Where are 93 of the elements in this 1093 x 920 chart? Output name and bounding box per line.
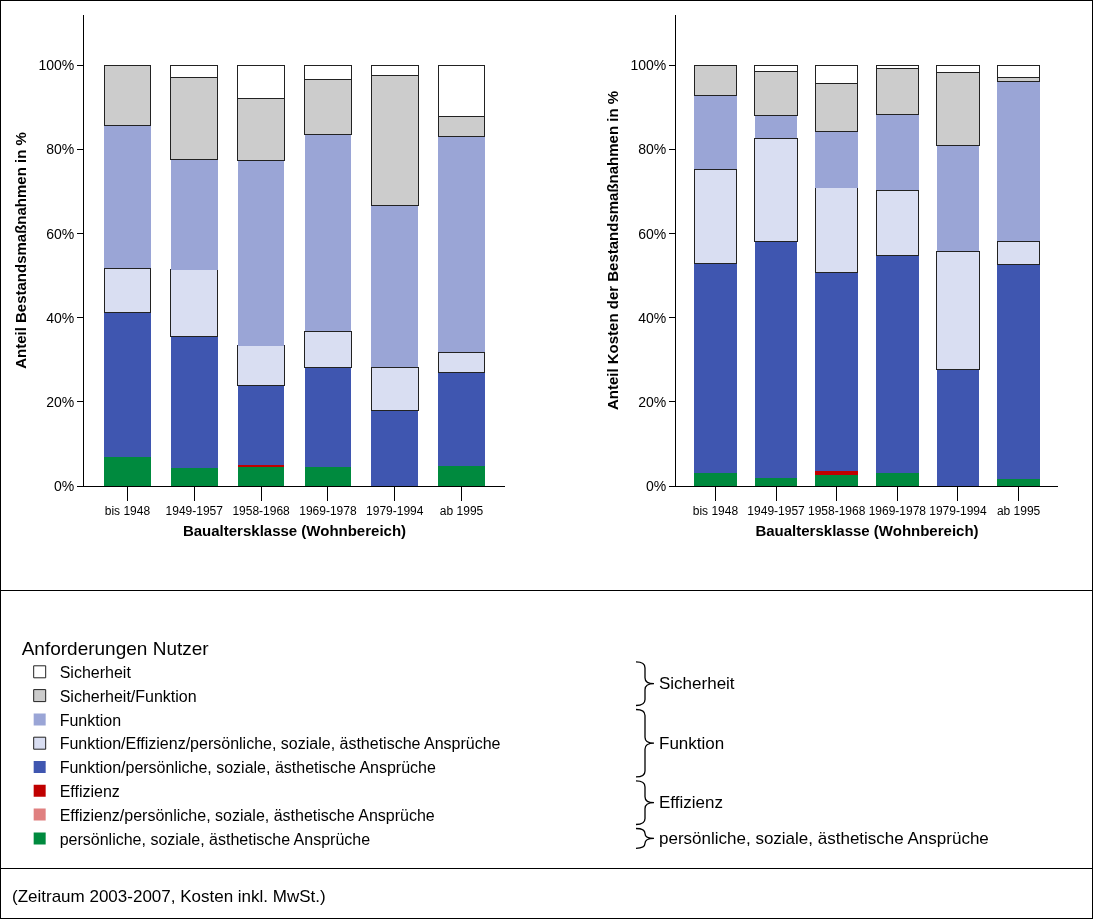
bar xyxy=(304,134,352,332)
x-tick-label: 1949-1957 xyxy=(165,504,224,519)
y-tick-label: 60% xyxy=(638,225,667,242)
bar xyxy=(170,269,219,337)
x-tick-label: 1969-1978 xyxy=(299,504,357,519)
bar xyxy=(996,240,1041,265)
bar xyxy=(936,369,980,486)
bar xyxy=(754,241,798,478)
x-tick-label: ab 1995 xyxy=(996,504,1041,519)
x-axis-title: Baualtersklasse (Wohnbereich) xyxy=(755,522,979,540)
x-tick-label: bis 1948 xyxy=(104,504,151,519)
bar xyxy=(997,479,1040,486)
bar xyxy=(815,474,858,486)
bar xyxy=(997,264,1040,480)
legend-label: Sicherheit xyxy=(59,664,132,682)
y-tick-label: 40% xyxy=(46,309,75,326)
bar xyxy=(371,205,419,368)
bar xyxy=(237,345,285,386)
legend-label: Funktion/persönliche, soziale, ästhetische Ansprüche xyxy=(59,759,436,777)
bar xyxy=(693,168,738,265)
text: Effizienz xyxy=(659,793,723,812)
bar xyxy=(875,189,920,256)
bar xyxy=(936,250,980,371)
y-tick-label: 60% xyxy=(46,225,75,242)
legend-label: Sicherheit/Funktion xyxy=(59,687,197,705)
x-tick-label: 1949-1957 xyxy=(747,504,806,519)
bar xyxy=(875,67,920,115)
bar xyxy=(876,472,919,486)
y-tick-label: 40% xyxy=(638,309,667,326)
y-tick-label: 100% xyxy=(630,57,667,74)
bar xyxy=(437,351,486,374)
legend-title: Anforderungen Nutzer xyxy=(21,637,210,659)
x-axis-title: Baualtersklasse (Wohnbereich) xyxy=(182,522,407,540)
bar xyxy=(754,115,798,139)
bar xyxy=(815,471,858,475)
bar xyxy=(694,95,737,170)
bar xyxy=(304,367,352,467)
legend-label: Funktion xyxy=(59,711,122,729)
bar xyxy=(170,336,218,469)
legend-label: Effizienz xyxy=(59,783,120,801)
bar xyxy=(815,272,858,472)
x-tick-label: bis 1948 xyxy=(692,504,739,519)
x-tick-label: 1958-1968 xyxy=(807,504,866,519)
y-tick-label: 100% xyxy=(38,57,75,74)
y-tick-label: 80% xyxy=(638,141,667,158)
bar xyxy=(693,64,738,96)
y-tick-label: 80% xyxy=(46,141,75,158)
bar xyxy=(694,472,737,486)
bar xyxy=(370,366,419,411)
text: Funktion xyxy=(659,734,725,753)
bar xyxy=(997,81,1040,242)
bar xyxy=(438,372,485,466)
text: Sicherheit xyxy=(659,674,735,693)
x-tick-label: 1979-1994 xyxy=(366,504,424,519)
text: (Zeitraum 2003-2007, Kosten inkl. MwSt.) xyxy=(12,887,326,906)
bar xyxy=(694,263,737,473)
bar xyxy=(876,114,919,191)
bar xyxy=(104,456,151,486)
y-axis-title: Anteil Kosten der Bestandsmaßnahmen in % xyxy=(603,90,621,411)
y-tick-label: 20% xyxy=(638,393,667,410)
y-tick-label: 20% xyxy=(46,393,75,410)
text: persönliche, soziale, ästhetische Ansprüche xyxy=(659,829,989,848)
bar xyxy=(754,477,798,486)
y-tick-label: 0% xyxy=(645,477,667,494)
bar xyxy=(104,125,151,269)
legend-label: persönliche, soziale, ästhetische Ansprüche xyxy=(59,830,371,848)
bar xyxy=(103,64,152,126)
bar xyxy=(237,466,285,486)
legend-label: Effizienz/persönliche, soziale, ästhetische Ansprüche xyxy=(59,806,435,824)
bar xyxy=(170,468,218,486)
y-tick-label: 0% xyxy=(53,477,75,494)
bar xyxy=(237,385,285,465)
bar xyxy=(814,187,859,273)
x-tick-label: 1958-1968 xyxy=(232,504,291,519)
bar xyxy=(754,137,798,242)
bar xyxy=(438,465,485,486)
y-axis-title: Anteil Bestandsmaßnahmen in % xyxy=(11,132,29,369)
bar xyxy=(936,145,980,252)
bar xyxy=(237,160,285,346)
legend-label: Funktion/Effizienz/persönliche, soziale, ästhetische Ansprüche xyxy=(59,735,501,753)
bar xyxy=(371,410,419,486)
bar xyxy=(103,267,152,314)
bar xyxy=(876,255,919,473)
bar xyxy=(304,466,352,486)
bar xyxy=(170,159,218,270)
bar xyxy=(237,464,285,467)
bar xyxy=(304,330,352,368)
bar xyxy=(815,131,858,188)
x-tick-label: 1979-1994 xyxy=(929,504,987,519)
bar xyxy=(104,312,151,457)
x-tick-label: 1969-1978 xyxy=(868,504,927,519)
x-tick-label: ab 1995 xyxy=(439,504,484,519)
bar xyxy=(438,136,485,353)
